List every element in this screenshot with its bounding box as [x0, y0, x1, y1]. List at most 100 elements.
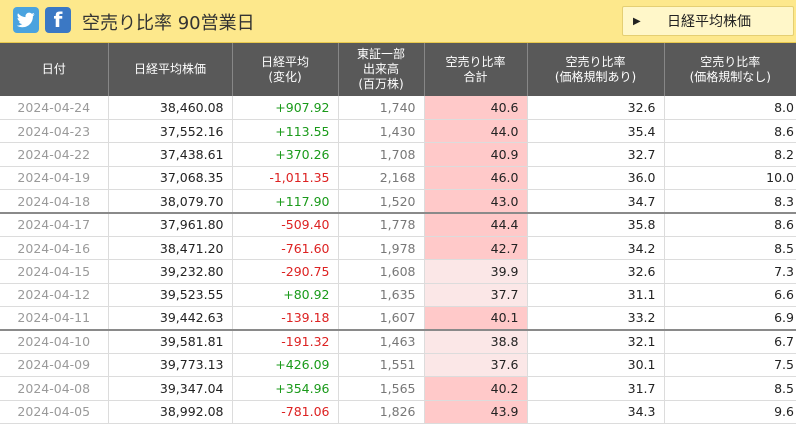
volume-cell: 1,565	[337, 376, 424, 401]
ratio-regulated-cell: 34.2	[526, 236, 664, 261]
ratio-unregulated-cell: 7.5	[663, 353, 796, 378]
ratio-total-cell: 40.9	[423, 142, 527, 167]
date-cell: 2024-04-16	[0, 236, 108, 261]
date-cell: 2024-04-24	[0, 96, 108, 120]
change-cell: -290.75	[231, 259, 338, 284]
table-row: 2024-04-09 39,773.13 +426.09 1,551 37.6 30.1 7…	[0, 353, 796, 378]
change-cell: +354.96	[231, 376, 338, 401]
column-header-date: 日付	[0, 43, 108, 96]
volume-cell: 1,608	[337, 259, 424, 284]
ratio-regulated-cell: 31.7	[526, 376, 664, 401]
ratio-unregulated-cell: 8.5	[663, 236, 796, 261]
index-selector-label: 日経平均株価	[667, 14, 751, 30]
table-row: 2024-04-08 39,347.04 +354.96 1,565 40.2 31.7 8…	[0, 376, 796, 401]
column-header-change: 日経平均 (変化)	[231, 43, 338, 96]
volume-cell: 1,520	[337, 189, 424, 214]
facebook-share-button[interactable]: f	[45, 7, 71, 33]
change-cell: -139.18	[231, 306, 338, 331]
header-bar: f 空売り比率 90営業日 ▶ 日経平均株価	[0, 0, 796, 43]
table-row: 2024-04-05 38,992.08 -781.06 1,826 43.9 34.3 9…	[0, 400, 796, 424]
play-arrow-icon: ▶	[633, 15, 641, 27]
ratio-unregulated-cell: 8.5	[663, 376, 796, 401]
ratio-regulated-cell: 31.1	[526, 283, 664, 308]
ratio-regulated-cell: 32.6	[526, 96, 664, 120]
ratio-unregulated-cell: 10.0	[663, 166, 796, 191]
table-row: 2024-04-17 37,961.80 -509.40 1,778 44.4 35.8 8…	[0, 211, 796, 237]
index-selector-button[interactable]: ▶ 日経平均株価	[622, 6, 794, 36]
volume-cell: 1,826	[337, 400, 424, 424]
date-cell: 2024-04-22	[0, 142, 108, 167]
ratio-total-cell: 38.8	[423, 328, 527, 354]
nikkei-cell: 39,523.55	[107, 283, 232, 308]
nikkei-cell: 38,992.08	[107, 400, 232, 424]
ratio-unregulated-cell: 8.2	[663, 142, 796, 167]
ratio-unregulated-cell: 8.3	[663, 189, 796, 214]
table-row: 2024-04-16 38,471.20 -761.60 1,978 42.7 34.2 8…	[0, 236, 796, 261]
ratio-total-cell: 40.2	[423, 376, 527, 401]
volume-cell: 1,635	[337, 283, 424, 308]
column-header-nikkei: 日経平均株価	[107, 43, 232, 96]
facebook-icon: f	[53, 8, 63, 32]
change-cell: +113.55	[231, 119, 338, 144]
volume-cell: 1,740	[337, 96, 424, 120]
nikkei-cell: 37,438.61	[107, 142, 232, 167]
date-cell: 2024-04-18	[0, 189, 108, 214]
date-cell: 2024-04-19	[0, 166, 108, 191]
volume-cell: 1,778	[337, 211, 424, 237]
ratio-total-cell: 42.7	[423, 236, 527, 261]
ratio-total-cell: 40.1	[423, 306, 527, 331]
nikkei-cell: 38,471.20	[107, 236, 232, 261]
ratio-regulated-cell: 32.7	[526, 142, 664, 167]
nikkei-cell: 39,773.13	[107, 353, 232, 378]
change-cell: +907.92	[231, 96, 338, 120]
nikkei-cell: 39,442.63	[107, 306, 232, 331]
ratio-total-cell: 40.6	[423, 96, 527, 120]
table-row: 2024-04-19 37,068.35 -1,011.35 2,168 46.0 36.…	[0, 166, 796, 191]
ratio-unregulated-cell: 6.9	[663, 306, 796, 331]
ratio-total-cell: 39.9	[423, 259, 527, 284]
ratio-total-cell: 46.0	[423, 166, 527, 191]
twitter-share-button[interactable]	[13, 7, 39, 33]
column-header-ratio-total: 空売り比率 合計	[423, 43, 527, 96]
table-row: 2024-04-11 39,442.63 -139.18 1,607 40.1 33.2 6…	[0, 306, 796, 331]
ratio-unregulated-cell: 6.7	[663, 328, 796, 354]
date-cell: 2024-04-08	[0, 376, 108, 401]
column-header-volume: 東証一部 出来高 (百万株)	[337, 43, 424, 96]
nikkei-cell: 38,460.08	[107, 96, 232, 120]
ratio-total-cell: 43.0	[423, 189, 527, 214]
nikkei-cell: 39,347.04	[107, 376, 232, 401]
ratio-unregulated-cell: 6.6	[663, 283, 796, 308]
date-cell: 2024-04-15	[0, 259, 108, 284]
ratio-regulated-cell: 30.1	[526, 353, 664, 378]
nikkei-cell: 37,068.35	[107, 166, 232, 191]
table-row: 2024-04-10 39,581.81 -191.32 1,463 38.8 32.1 6…	[0, 328, 796, 354]
volume-cell: 1,708	[337, 142, 424, 167]
change-cell: -761.60	[231, 236, 338, 261]
table-row: 2024-04-15 39,232.80 -290.75 1,608 39.9 32.6 7…	[0, 259, 796, 284]
volume-cell: 2,168	[337, 166, 424, 191]
ratio-regulated-cell: 33.2	[526, 306, 664, 331]
date-cell: 2024-04-12	[0, 283, 108, 308]
ratio-regulated-cell: 32.6	[526, 259, 664, 284]
change-cell: +117.90	[231, 189, 338, 214]
change-cell: -1,011.35	[231, 166, 338, 191]
volume-cell: 1,430	[337, 119, 424, 144]
ratio-regulated-cell: 32.1	[526, 328, 664, 354]
date-cell: 2024-04-11	[0, 306, 108, 331]
column-header-ratio-regulated: 空売り比率 (価格規制あり)	[526, 43, 664, 96]
nikkei-cell: 37,552.16	[107, 119, 232, 144]
page-title: 空売り比率 90営業日	[82, 13, 255, 34]
change-cell: -781.06	[231, 400, 338, 424]
table-row: 2024-04-23 37,552.16 +113.55 1,430 44.0 35.4 8…	[0, 119, 796, 144]
ratio-regulated-cell: 34.3	[526, 400, 664, 424]
ratio-total-cell: 37.6	[423, 353, 527, 378]
date-cell: 2024-04-17	[0, 211, 108, 237]
nikkei-cell: 37,961.80	[107, 211, 232, 237]
volume-cell: 1,463	[337, 328, 424, 354]
change-cell: +426.09	[231, 353, 338, 378]
change-cell: -509.40	[231, 211, 338, 237]
ratio-unregulated-cell: 8.0	[663, 96, 796, 120]
date-cell: 2024-04-10	[0, 328, 108, 354]
change-cell: +370.26	[231, 142, 338, 167]
ratio-unregulated-cell: 9.6	[663, 400, 796, 424]
